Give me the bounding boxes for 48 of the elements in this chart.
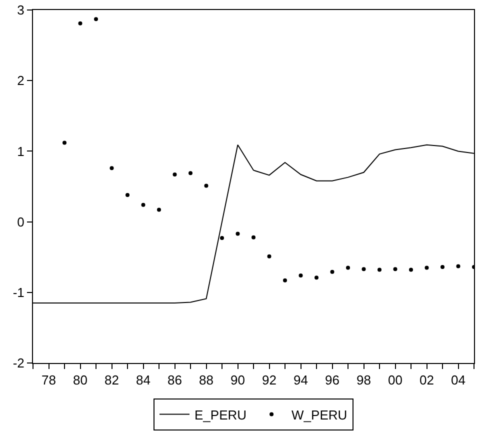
y-tick-label: -2 (12, 356, 24, 371)
point (346, 266, 350, 270)
point (94, 17, 98, 22)
point (220, 236, 224, 240)
x-tick-label: 96 (325, 372, 340, 388)
point (378, 268, 382, 272)
point (330, 270, 334, 274)
point (267, 254, 272, 258)
y-tick-label: 1 (17, 144, 24, 159)
x-tick-label: 94 (294, 372, 308, 388)
x-tick-label: 90 (230, 372, 245, 388)
x-tick-label: 80 (73, 372, 88, 388)
y-tick-label: 2 (17, 73, 24, 88)
point (141, 202, 146, 207)
x-tick-label: 82 (104, 372, 119, 388)
point (298, 273, 303, 278)
point (204, 184, 208, 188)
point (126, 192, 130, 197)
point (252, 235, 256, 240)
legend-label: E_PERU (194, 407, 247, 422)
point (110, 166, 114, 170)
point (157, 208, 161, 212)
point (314, 276, 318, 280)
x-tick-label: 88 (199, 372, 214, 388)
point (393, 267, 398, 272)
point (236, 232, 240, 236)
x-tick-label: 98 (356, 372, 371, 388)
point (362, 267, 366, 272)
point (440, 264, 444, 269)
y-tick-label: -1 (12, 284, 24, 300)
point (456, 264, 460, 268)
x-tick-label: 84 (136, 372, 150, 388)
x-tick-label: 78 (42, 372, 56, 388)
y-tick-label: 0 (17, 214, 24, 230)
x-tick-label: 86 (168, 372, 182, 388)
x-tick-label: 00 (388, 372, 402, 388)
point (188, 171, 192, 176)
point (409, 268, 413, 272)
point (172, 172, 177, 176)
point (283, 278, 287, 282)
point (424, 266, 429, 270)
x-tick-label: 02 (420, 372, 434, 388)
legend-label: W_PERU (292, 407, 348, 422)
x-tick-label: 04 (451, 372, 466, 388)
point (78, 21, 82, 26)
point (62, 140, 66, 145)
y-tick-label: 3 (17, 2, 24, 18)
x-tick-label: 92 (262, 372, 276, 388)
